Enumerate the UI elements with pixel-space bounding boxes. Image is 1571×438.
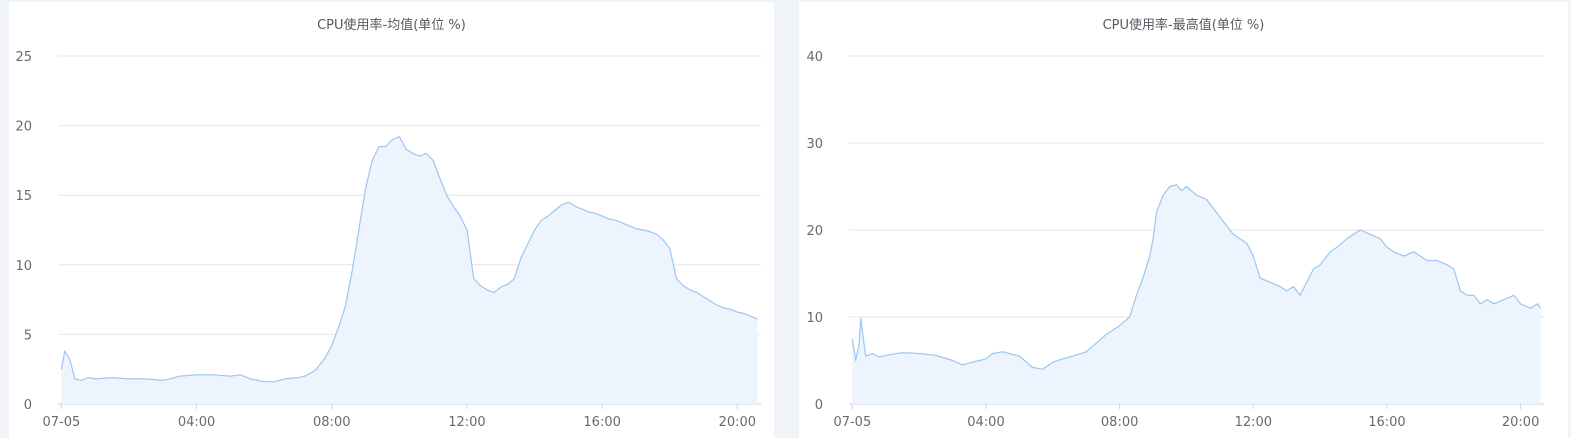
cpu-max-chart-panel: CPU使用率-最高值(单位 %) 0 10 20 30 40 07-05 04:00 08:0…	[799, 2, 1568, 438]
y-tick-label: 40	[806, 50, 823, 65]
cpu-avg-chart-panel: CPU使用率-均值(单位 %) 0 5 10 15 20 25 07-05 04:00 08:0…	[9, 2, 774, 438]
series-area	[852, 184, 1541, 404]
y-tick-label: 20	[806, 224, 823, 239]
y-tick-label: 30	[806, 137, 823, 152]
cpu-max-chart: 0 10 20 30 40 07-05 04:00 08:00 12:00 16:00 20:00	[806, 50, 1544, 430]
x-tick-label: 04:00	[967, 415, 1004, 430]
x-tick-label: 12:00	[448, 415, 485, 430]
series-line	[851, 184, 1542, 370]
x-tick-label: 07-05	[42, 415, 80, 430]
y-tick-label: 5	[24, 328, 32, 343]
x-tick-label: 08:00	[1101, 415, 1138, 430]
chart-title: CPU使用率-均值(单位 %)	[317, 18, 466, 33]
y-tick-label: 10	[806, 311, 823, 326]
x-tick-label: 12:00	[1235, 415, 1272, 430]
x-tick-label: 04:00	[178, 415, 215, 430]
y-tick-label: 0	[815, 398, 823, 413]
chart-title: CPU使用率-最高值(单位 %)	[1102, 18, 1265, 33]
cpu-avg-chart: 0 5 10 15 20 25 07-05 04:00 08:00 12:00 16:00 20:00	[15, 50, 761, 430]
y-tick-label: 0	[24, 398, 32, 413]
x-tick-label: 20:00	[719, 415, 756, 430]
x-tick-label: 16:00	[1368, 415, 1405, 430]
x-tick-label: 08:00	[313, 415, 350, 430]
y-tick-label: 10	[15, 259, 32, 274]
y-tick-label: 20	[15, 120, 32, 135]
series-area	[61, 136, 758, 404]
x-tick-label: 16:00	[583, 415, 620, 430]
y-tick-label: 15	[15, 189, 32, 204]
x-tick-label: 07-05	[833, 415, 871, 430]
x-tick-label: 20:00	[1502, 415, 1539, 430]
series-line	[60, 136, 758, 383]
y-tick-label: 25	[15, 50, 32, 65]
